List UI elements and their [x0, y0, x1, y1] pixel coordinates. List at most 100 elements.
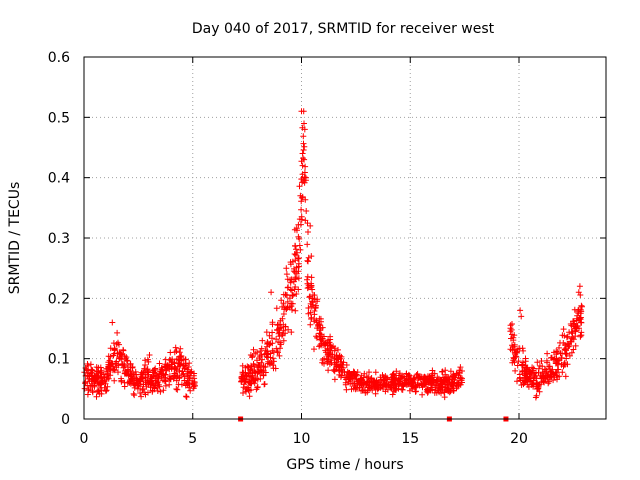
data-point [149, 367, 156, 374]
data-point [298, 198, 305, 205]
data-point [146, 352, 153, 358]
y-axis-label: SRMTID / TECUs [7, 182, 23, 295]
data-point [449, 383, 456, 389]
data-point [166, 381, 173, 388]
data-point [284, 276, 291, 283]
data-point [573, 315, 580, 322]
data-point [102, 380, 109, 387]
data-point [118, 375, 125, 382]
data-point [243, 388, 249, 395]
x-tick-label: 0 [80, 431, 89, 447]
data-point [509, 331, 515, 338]
data-point [247, 367, 254, 374]
data-point [297, 192, 304, 199]
data-point [111, 377, 118, 384]
data-point [95, 374, 102, 381]
x-tick-label: 15 [401, 431, 419, 447]
y-tick-label: 0 [61, 412, 70, 428]
x-tick-label: 5 [188, 431, 197, 447]
data-point [270, 362, 276, 369]
data-point [183, 394, 190, 400]
data-point [157, 388, 164, 395]
data-point [276, 329, 283, 336]
data-point [264, 360, 271, 367]
data-point [87, 383, 94, 390]
data-point [238, 374, 245, 381]
data-point [512, 367, 519, 374]
data-point [283, 306, 290, 313]
data-point [118, 351, 125, 358]
data-point [85, 387, 92, 394]
data-point [517, 374, 523, 381]
data-point [298, 213, 305, 220]
data-point [187, 387, 194, 394]
data-point [300, 108, 307, 115]
data-point [275, 339, 282, 345]
data-point [141, 389, 148, 396]
data-point [307, 300, 314, 307]
data-point [246, 370, 253, 377]
data-point [402, 377, 409, 384]
data-point [305, 310, 312, 317]
data-point [343, 362, 350, 368]
data-point [372, 381, 379, 388]
data-point [324, 359, 331, 366]
data-point [173, 386, 180, 392]
data-point [568, 349, 575, 356]
data-point [561, 361, 567, 368]
data-point [352, 384, 359, 391]
data-point [455, 380, 462, 387]
data-point [169, 361, 176, 368]
data-point [89, 388, 96, 394]
data-point [113, 364, 120, 371]
data-point [366, 369, 372, 376]
data-point [546, 363, 553, 370]
data-point [553, 359, 560, 366]
data-point [148, 381, 155, 388]
y-tick-label: 0.4 [48, 171, 70, 187]
data-point [533, 392, 540, 399]
data-point [295, 260, 302, 267]
data-point [310, 292, 316, 298]
data-point [522, 355, 529, 362]
data-point [292, 257, 299, 264]
data-point [268, 289, 275, 296]
data-point [131, 373, 138, 379]
data-point [177, 345, 184, 352]
data-point [121, 361, 128, 368]
data-point [330, 343, 337, 350]
data-point [575, 289, 582, 296]
data-point [312, 305, 319, 312]
data-point [155, 375, 162, 382]
data-point [177, 354, 184, 361]
data-point [311, 316, 318, 322]
data-point [308, 274, 315, 281]
data-point [273, 305, 280, 312]
data-point [336, 364, 343, 371]
data-point [353, 376, 360, 383]
data-point [113, 358, 120, 365]
data-point [549, 371, 556, 378]
data-point [277, 325, 284, 332]
data-point [524, 373, 531, 380]
data-point [438, 390, 444, 397]
data-point [577, 314, 584, 321]
data-point [340, 359, 347, 366]
data-point [544, 350, 551, 357]
data-point [175, 381, 182, 388]
data-point [540, 374, 547, 381]
data-point [293, 291, 300, 297]
data-point [570, 336, 577, 343]
data-point [511, 343, 517, 350]
axis-ticks: 0 0.1 0.2 0.3 0.4 0.5 0.6 0 5 10 15 20 [48, 50, 606, 447]
data-point [143, 383, 150, 390]
data-point [512, 350, 518, 357]
data-point [297, 221, 304, 228]
data-point [298, 158, 305, 165]
data-point [559, 350, 566, 357]
data-point [560, 326, 567, 333]
data-point [105, 371, 111, 378]
data-point [305, 305, 312, 311]
data-point [520, 377, 527, 384]
